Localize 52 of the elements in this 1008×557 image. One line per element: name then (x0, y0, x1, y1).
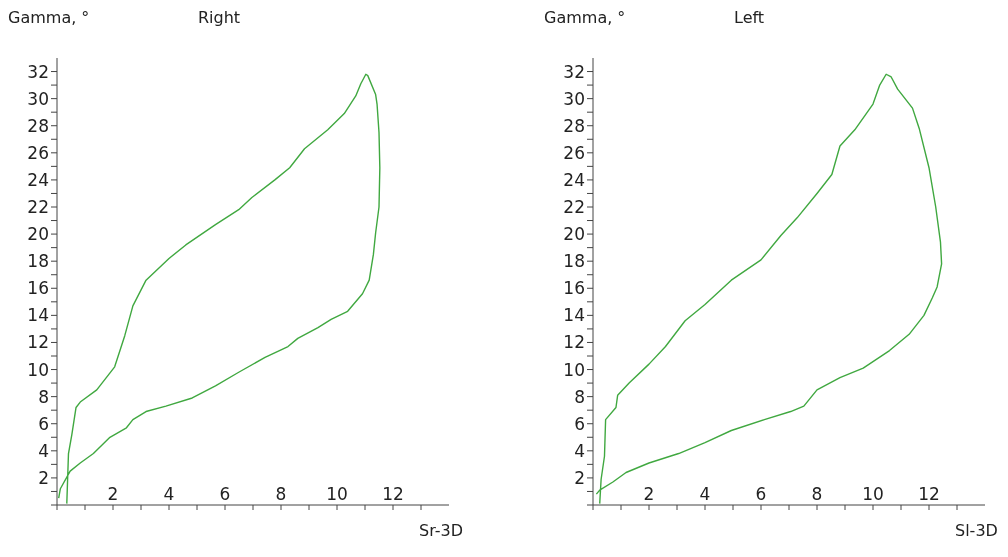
x-tick-label: 8 (811, 484, 823, 504)
y-tick-label: 24 (563, 169, 585, 190)
y-tick-label: 4 (574, 440, 585, 461)
y-tick-label: 32 (27, 61, 49, 82)
y-tick-label: 12 (563, 332, 585, 353)
y-tick-label: 28 (27, 115, 49, 136)
x-tick-label: 12 (918, 484, 940, 504)
y-tick-label: 4 (38, 440, 49, 461)
x-tick-label: 8 (275, 484, 287, 504)
y-tick-label: 22 (563, 197, 585, 218)
y-tick-label: 14 (27, 305, 49, 326)
x-tick-label: 10 (862, 484, 884, 504)
y-axis-title: Gamma, ° (544, 8, 626, 27)
y-tick-label: 20 (563, 224, 585, 245)
y-tick-label: 20 (27, 224, 49, 245)
y-tick-label: 2 (38, 467, 49, 488)
y-tick-label: 28 (563, 115, 585, 136)
y-tick-label: 16 (563, 278, 585, 299)
line-series (57, 73, 381, 505)
x-tick-label: 10 (326, 484, 348, 504)
y-tick-label: 8 (574, 386, 585, 407)
y-tick-label: 18 (27, 251, 49, 272)
x-tick-label: 2 (107, 484, 119, 504)
x-tick-label: 2 (643, 484, 655, 504)
y-axis-title: Gamma, ° (8, 8, 90, 27)
y-tick-label: 6 (38, 413, 49, 434)
y-tick-label: 26 (27, 142, 49, 163)
y-tick-label: 10 (27, 359, 49, 380)
y-tick-label: 10 (563, 359, 585, 380)
y-tick-label: 32 (563, 61, 585, 82)
y-tick-label: 18 (563, 251, 585, 272)
x-tick-label: 6 (755, 484, 767, 504)
y-tick-label: 24 (27, 169, 49, 190)
y-tick-label: 2 (574, 467, 585, 488)
x-axis-title: Sr-3D (419, 521, 463, 540)
x-axis-title: Sl-3D (955, 521, 998, 540)
y-tick-label: 30 (27, 88, 49, 109)
y-tick-label: 16 (27, 278, 49, 299)
y-tick-label: 30 (563, 88, 585, 109)
y-tick-label: 22 (27, 197, 49, 218)
y-tick-label: 26 (563, 142, 585, 163)
y-tick-label: 14 (563, 305, 585, 326)
y-tick-label: 6 (574, 413, 585, 434)
y-tick-label: 8 (38, 386, 49, 407)
x-tick-label: 6 (219, 484, 231, 504)
x-tick-label: 12 (382, 484, 404, 504)
chart-title: Right (198, 8, 241, 27)
line-series (595, 73, 943, 505)
x-tick-label: 4 (163, 484, 175, 504)
x-tick-label: 4 (699, 484, 711, 504)
chart-title: Left (734, 8, 765, 27)
y-tick-label: 12 (27, 332, 49, 353)
